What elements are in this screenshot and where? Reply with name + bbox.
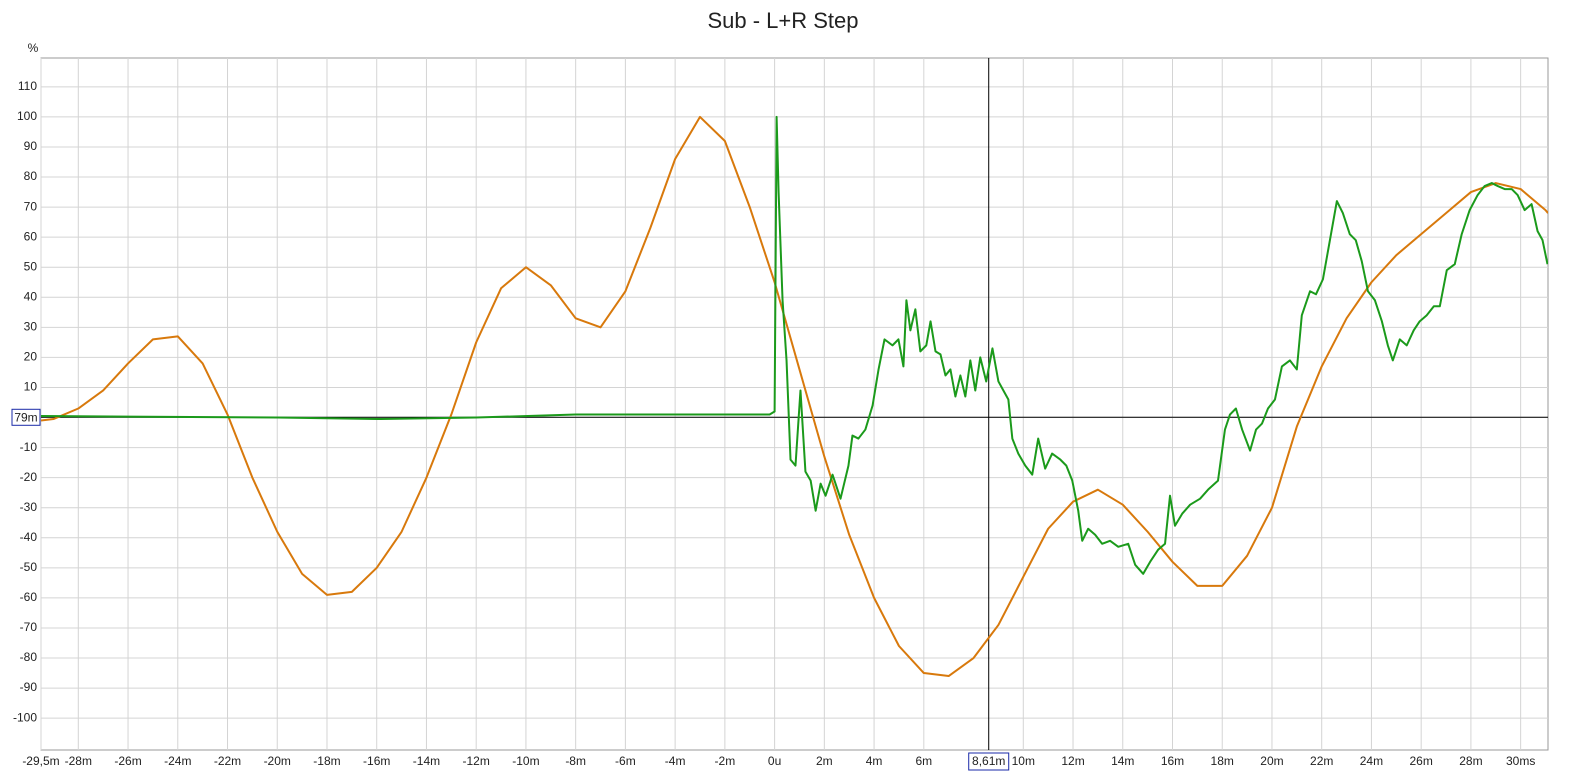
x-tick-label: 2m — [816, 754, 833, 768]
y-tick-label: 20 — [24, 350, 38, 364]
x-tick-label: 20m — [1260, 754, 1283, 768]
x-tick-label: -24m — [164, 754, 191, 768]
series-line — [41, 115, 1548, 575]
x-tick-label: -18m — [313, 754, 340, 768]
plot-area — [40, 57, 1549, 751]
chart-title: Sub - L+R Step — [707, 8, 858, 33]
cursor-y-box — [11, 408, 41, 426]
series-line — [41, 115, 1548, 678]
x-tick-label: -14m — [413, 754, 440, 768]
cursor-x-label: 8,61m — [972, 754, 1005, 768]
x-tick-label: 4m — [866, 754, 883, 768]
y-tick-label: 110 — [18, 79, 37, 93]
x-tick-label: -4m — [665, 754, 686, 768]
y-tick-label: 30 — [24, 320, 38, 334]
x-tick-label: -12m — [463, 754, 490, 768]
cursor-y-label: 79m — [14, 410, 37, 424]
cursor-x-box — [968, 752, 1010, 771]
x-tick-label: 26m — [1410, 754, 1433, 768]
y-tick-label: -10 — [20, 440, 38, 454]
x-tick-label: 30ms — [1506, 754, 1535, 768]
x-tick-label: -6m — [615, 754, 636, 768]
x-tick-label: -22m — [214, 754, 241, 768]
y-tick-label: 90 — [24, 139, 38, 153]
x-tick-label: -26m — [114, 754, 141, 768]
y-tick-label: 10 — [24, 380, 38, 394]
x-tick-label: -10m — [512, 754, 539, 768]
y-tick-label: 100 — [17, 109, 37, 123]
y-tick-label: 80 — [24, 169, 38, 183]
y-tick-label: -40 — [20, 530, 38, 544]
y-tick-label: 70 — [24, 199, 38, 213]
x-tick-label: 16m — [1161, 754, 1184, 768]
y-unit: % — [28, 41, 39, 55]
x-tick-label: -16m — [363, 754, 390, 768]
y-tick-label: -100 — [13, 710, 37, 724]
x-tick-label: 28m — [1459, 754, 1482, 768]
y-tick-label: -60 — [20, 590, 38, 604]
y-tick-label: -30 — [20, 500, 38, 514]
x-tick-label: 6m — [915, 754, 932, 768]
y-tick-label: 50 — [24, 259, 38, 273]
x-tick-label: -29,5m — [22, 754, 59, 768]
y-tick-label: -80 — [20, 650, 38, 664]
x-tick-label: 0u — [768, 754, 781, 768]
x-tick-label: -8m — [565, 754, 586, 768]
y-tick-label: -70 — [20, 620, 38, 634]
y-tick-label: 60 — [24, 229, 38, 243]
y-tick-label: 40 — [24, 289, 38, 303]
x-tick-label: -28m — [65, 754, 92, 768]
y-tick-label: -20 — [20, 470, 38, 484]
x-tick-label: -20m — [264, 754, 291, 768]
x-tick-label: 22m — [1310, 754, 1333, 768]
y-tick-label: -90 — [20, 680, 38, 694]
x-tick-label: 18m — [1211, 754, 1234, 768]
x-tick-label: 24m — [1360, 754, 1383, 768]
x-tick-label: 14m — [1111, 754, 1134, 768]
x-tick-label: 12m — [1061, 754, 1084, 768]
y-tick-label: -50 — [20, 560, 38, 574]
x-tick-label: -2m — [715, 754, 736, 768]
x-tick-label: 10m — [1012, 754, 1035, 768]
